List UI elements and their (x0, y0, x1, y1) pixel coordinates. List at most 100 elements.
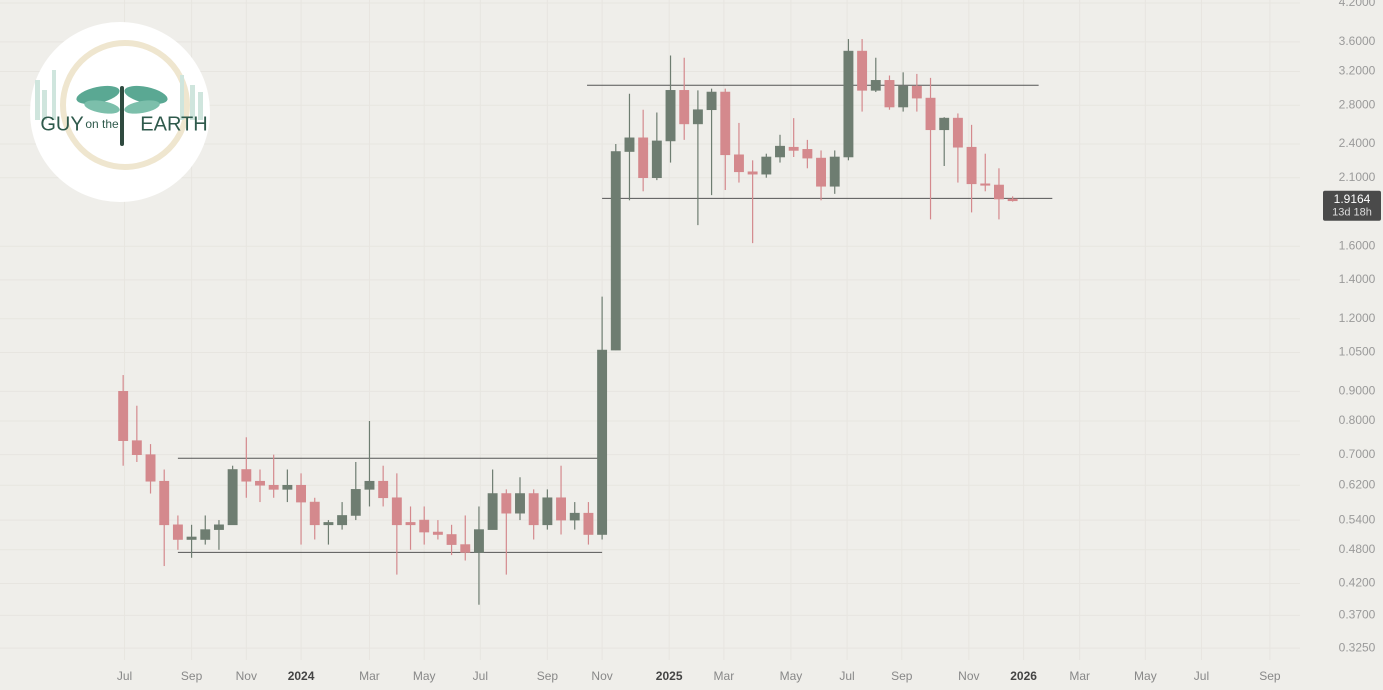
candle-body (405, 522, 416, 526)
candle-body (829, 156, 840, 187)
candle-body (419, 519, 430, 533)
candle-body (884, 80, 895, 108)
x-tick-label: May (780, 669, 803, 683)
wing (124, 100, 160, 114)
y-tick-label: 0.3700 (1339, 608, 1376, 622)
candle-body (597, 349, 608, 535)
x-tick-label: May (413, 669, 436, 683)
candle-body (378, 480, 389, 499)
y-tick-label: 3.6000 (1339, 34, 1376, 48)
candle-body (952, 117, 963, 148)
candle-body (733, 154, 744, 173)
candle-body (391, 497, 402, 526)
candle-body (309, 501, 320, 526)
candle-body (925, 97, 936, 131)
y-tick-label: 1.2000 (1339, 311, 1376, 325)
candle-body (706, 91, 717, 111)
candle-body (323, 522, 334, 526)
candle-body (118, 391, 129, 441)
candle-body (898, 85, 909, 108)
y-tick-label: 0.4200 (1339, 576, 1376, 590)
candle-body (213, 524, 224, 530)
x-tick-label: Mar (359, 669, 380, 683)
x-tick-label: Nov (591, 669, 612, 683)
candle-body (775, 145, 785, 158)
candle-body (870, 80, 881, 91)
candle-body (583, 512, 594, 535)
candle-body (186, 536, 197, 540)
candle-body (282, 484, 293, 490)
y-tick-label: 2.4000 (1339, 136, 1376, 150)
wing (124, 85, 168, 105)
y-tick-label: 0.3250 (1339, 640, 1376, 654)
y-tick-label: 0.9000 (1339, 383, 1376, 397)
x-tick-label: Nov (236, 669, 257, 683)
candle-body (747, 171, 758, 175)
candle-body (473, 529, 484, 553)
candle-body (432, 531, 443, 535)
logo: GUY on the EARTH (30, 22, 210, 202)
y-tick-label: 3.2000 (1339, 64, 1376, 78)
candle-body (610, 151, 621, 351)
wing (84, 100, 120, 114)
y-tick-label: 4.2000 (1339, 0, 1376, 9)
y-tick-label: 1.6000 (1339, 238, 1376, 252)
x-tick-label: Jul (473, 669, 488, 683)
countdown-label: 13d 18h (1332, 207, 1372, 219)
price-tag (1323, 190, 1381, 221)
candle-body (296, 484, 307, 503)
x-tick-label: Mar (714, 669, 735, 683)
x-tick-label: Sep (1259, 669, 1281, 683)
candle-body (200, 529, 211, 540)
y-tick-label: 1.4000 (1339, 272, 1376, 286)
candle-body (993, 184, 1004, 200)
y-tick-label: 0.5400 (1339, 512, 1376, 526)
candle-body (460, 544, 471, 553)
dragonfly-body (120, 86, 124, 146)
candle-body (556, 497, 567, 521)
candle-body (980, 183, 991, 186)
candle-body (159, 480, 170, 526)
candle-body (337, 515, 348, 526)
x-tick-label: Mar (1069, 669, 1090, 683)
candle-body (966, 146, 977, 185)
candle-body (528, 493, 539, 526)
candle-body (172, 524, 183, 540)
candle-body (638, 137, 649, 179)
candle-body (843, 50, 854, 158)
y-tick-label: 1.0500 (1339, 345, 1376, 359)
candle-body (665, 90, 676, 142)
x-tick-label: Nov (958, 669, 979, 683)
logo-bars (35, 70, 203, 120)
x-tick-label: Jul (839, 669, 854, 683)
candle-body (857, 50, 868, 91)
logo-ring (60, 40, 190, 170)
candle-body (227, 469, 238, 526)
logo-text: on the (85, 117, 119, 131)
candle-body (501, 493, 512, 514)
candle-body (487, 493, 498, 530)
x-tick-label: 2025 (656, 669, 683, 683)
candle-body (1007, 198, 1018, 202)
y-tick-label: 0.7000 (1339, 447, 1376, 461)
candle-body (692, 109, 703, 125)
candle-body (761, 156, 772, 175)
candle-body (720, 91, 731, 156)
x-tick-label: Jul (1194, 669, 1209, 683)
x-tick-label: Sep (891, 669, 913, 683)
wing (76, 85, 120, 105)
y-tick-label: 2.1000 (1339, 170, 1376, 184)
candle-body (145, 454, 156, 482)
candle-body (651, 140, 662, 179)
x-tick-label: May (1134, 669, 1157, 683)
y-tick-label: 2.8000 (1339, 97, 1376, 111)
candle-body (268, 484, 279, 490)
candle-body (939, 117, 950, 131)
y-tick-label: 0.8000 (1339, 413, 1376, 427)
x-tick-label: Jul (117, 669, 132, 683)
candle-body (911, 85, 922, 99)
candle-body (364, 480, 375, 490)
candle-body (679, 90, 690, 125)
x-tick-label: Sep (181, 669, 203, 683)
